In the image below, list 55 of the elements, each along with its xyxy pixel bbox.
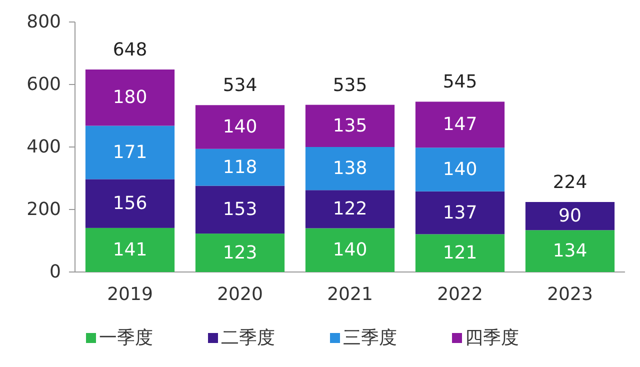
data-label: 122 xyxy=(332,198,368,220)
data-label: 140 xyxy=(332,240,368,261)
bar xyxy=(195,234,285,272)
legend-label: 一季度 xyxy=(99,328,153,348)
data-label: 153 xyxy=(222,199,258,220)
total-label: 224 xyxy=(552,172,588,193)
data-label: 141 xyxy=(112,239,148,260)
y-tick-label: 400 xyxy=(26,136,61,158)
x-tick-label: 2022 xyxy=(437,284,483,305)
total-label: 648 xyxy=(112,40,148,60)
data-label: 147 xyxy=(442,114,478,136)
y-tick-label: 800 xyxy=(26,12,61,32)
data-label: 90 xyxy=(558,206,582,227)
total-label: 534 xyxy=(222,75,258,96)
x-tick-label: 2019 xyxy=(107,284,153,305)
bar xyxy=(525,202,615,230)
data-label: 140 xyxy=(222,116,258,138)
bar xyxy=(85,228,175,272)
bar xyxy=(305,190,395,228)
bar xyxy=(305,147,395,190)
y-tick-label: 600 xyxy=(26,74,61,95)
y-tick-label: 0 xyxy=(50,262,61,282)
legend-label: 三季度 xyxy=(343,328,397,348)
bar xyxy=(195,105,285,149)
bar xyxy=(415,102,505,148)
data-label: 135 xyxy=(332,115,368,136)
total-label: 535 xyxy=(332,74,368,96)
total-label: 545 xyxy=(442,72,478,93)
x-tick-label: 2023 xyxy=(547,284,593,305)
bar xyxy=(305,104,395,147)
bar xyxy=(85,126,175,180)
data-label: 134 xyxy=(552,240,588,262)
bar xyxy=(525,230,615,272)
data-label: 156 xyxy=(112,193,148,214)
legend-label: 二季度 xyxy=(221,328,275,348)
data-label: 137 xyxy=(442,202,478,224)
data-label: 180 xyxy=(112,87,148,108)
data-label: 123 xyxy=(222,242,258,264)
data-label: 140 xyxy=(442,159,478,180)
data-label: 121 xyxy=(442,242,478,264)
y-tick-label: 200 xyxy=(26,199,61,220)
bar xyxy=(415,234,505,272)
data-label: 138 xyxy=(332,158,368,180)
x-tick-label: 2021 xyxy=(327,284,373,305)
bar xyxy=(85,70,175,126)
bar xyxy=(305,228,395,272)
legend-label: 四季度 xyxy=(465,328,519,348)
data-label: 118 xyxy=(222,156,258,178)
data-label: 171 xyxy=(112,142,148,163)
bar xyxy=(415,148,505,192)
bar xyxy=(85,179,175,228)
bar xyxy=(415,191,505,234)
bar xyxy=(195,186,285,234)
bar xyxy=(195,148,285,186)
x-tick-label: 2020 xyxy=(217,284,263,305)
